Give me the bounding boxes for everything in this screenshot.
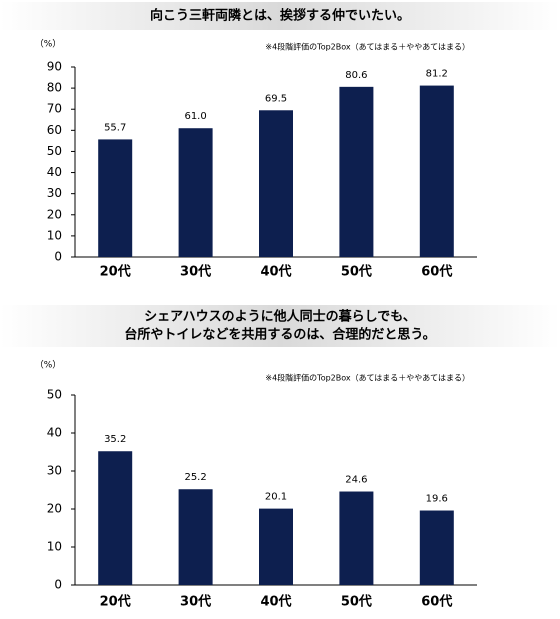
note: ※4段階評価のTop2Box（あてはまる＋ややあてはまる） bbox=[265, 373, 470, 383]
note: ※4段階評価のTop2Box（あてはまる＋ややあてはまる） bbox=[265, 42, 470, 52]
y-unit: （%） bbox=[35, 39, 62, 50]
title-band bbox=[0, 305, 560, 347]
value-label: 25.2 bbox=[184, 472, 206, 483]
y-tick-label: 30 bbox=[47, 186, 62, 200]
y-tick-label: 50 bbox=[47, 388, 62, 402]
bar bbox=[98, 139, 133, 257]
x-tick-label: 30代 bbox=[180, 594, 211, 610]
value-label: 61.0 bbox=[184, 111, 206, 122]
x-tick-label: 60代 bbox=[421, 594, 452, 610]
y-tick-label: 10 bbox=[47, 228, 62, 242]
bar bbox=[339, 491, 374, 585]
x-tick-label: 20代 bbox=[100, 594, 131, 610]
x-tick-label: 40代 bbox=[260, 594, 291, 610]
x-tick-label: 30代 bbox=[180, 264, 211, 280]
bar bbox=[419, 510, 454, 585]
bar bbox=[259, 110, 293, 258]
bar bbox=[419, 85, 454, 257]
y-tick-label: 70 bbox=[47, 102, 62, 116]
value-label: 19.6 bbox=[426, 494, 448, 505]
y-tick-label: 40 bbox=[47, 426, 62, 440]
value-label: 55.7 bbox=[104, 122, 126, 133]
y-unit: （%） bbox=[35, 360, 62, 371]
y-tick-label: 80 bbox=[47, 81, 62, 95]
bar bbox=[339, 86, 374, 257]
bar bbox=[178, 128, 213, 257]
value-label: 69.5 bbox=[265, 93, 287, 104]
bar bbox=[178, 489, 213, 585]
y-tick-label: 0 bbox=[54, 578, 62, 592]
y-tick-label: 30 bbox=[47, 464, 62, 478]
y-tick-label: 40 bbox=[47, 165, 62, 179]
bar bbox=[98, 451, 133, 585]
y-tick-label: 90 bbox=[47, 60, 62, 74]
value-label: 80.6 bbox=[345, 70, 367, 81]
y-tick-label: 20 bbox=[47, 207, 62, 221]
x-tick-label: 50代 bbox=[341, 594, 372, 610]
y-tick-label: 20 bbox=[47, 502, 62, 516]
x-tick-label: 50代 bbox=[341, 264, 372, 280]
x-tick-label: 40代 bbox=[260, 264, 291, 280]
y-tick-label: 60 bbox=[47, 123, 62, 137]
y-tick-label: 0 bbox=[54, 250, 62, 264]
value-label: 35.2 bbox=[104, 434, 126, 445]
chart-title: 向こう三軒両隣とは、挨拶する仲でいたい。 bbox=[150, 8, 410, 24]
value-label: 20.1 bbox=[265, 492, 287, 503]
y-tick-label: 10 bbox=[47, 540, 62, 554]
chart-title: シェアハウスのように他人同士の暮らしでも、 bbox=[144, 309, 416, 325]
x-tick-label: 20代 bbox=[100, 264, 131, 280]
x-tick-label: 60代 bbox=[421, 264, 452, 280]
title-band bbox=[0, 2, 560, 30]
y-tick-label: 50 bbox=[47, 144, 62, 158]
chart-title: 台所やトイレなどを共用するのは、合理的だと思う。 bbox=[124, 327, 435, 343]
value-label: 24.6 bbox=[345, 475, 367, 486]
value-label: 81.2 bbox=[426, 69, 448, 80]
bar bbox=[259, 508, 293, 585]
